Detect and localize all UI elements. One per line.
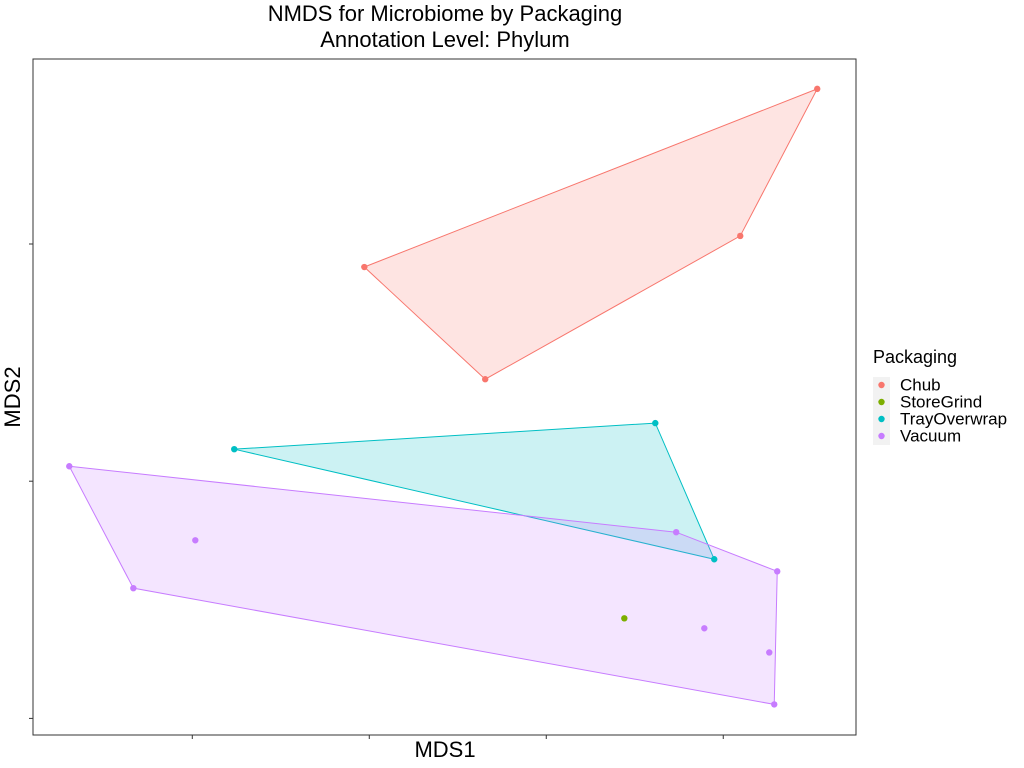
point (66, 463, 73, 470)
point (231, 445, 238, 453)
point (701, 625, 708, 632)
point (814, 85, 821, 93)
point (771, 701, 778, 708)
point (774, 568, 781, 575)
plot-border (32, 58, 857, 736)
legend-marker (878, 415, 885, 423)
point (130, 584, 137, 592)
legend-title: Packaging (873, 347, 957, 367)
legend-label: Chub (900, 375, 941, 394)
legend-marker (878, 432, 885, 440)
legend-label: TrayOverwrap (900, 409, 1007, 428)
point (711, 556, 718, 563)
point (672, 529, 680, 536)
chart-title: NMDS for Microbiome by Packaging (268, 1, 623, 26)
legend-marker (878, 398, 885, 406)
point (621, 615, 628, 622)
legend-label: Vacuum (900, 426, 961, 445)
point (766, 649, 773, 656)
point (192, 537, 199, 544)
legend-label: StoreGrind (900, 392, 982, 411)
chart-subtitle: Annotation Level: Phylum (320, 27, 570, 52)
y-axis-label: MDS2 (0, 366, 25, 427)
point (737, 232, 744, 240)
x-axis-label: MDS1 (414, 737, 475, 762)
legend-marker (878, 381, 885, 389)
hull (68, 465, 778, 705)
point (482, 376, 489, 383)
point (361, 263, 368, 271)
point (652, 419, 659, 427)
hull (234, 422, 716, 560)
